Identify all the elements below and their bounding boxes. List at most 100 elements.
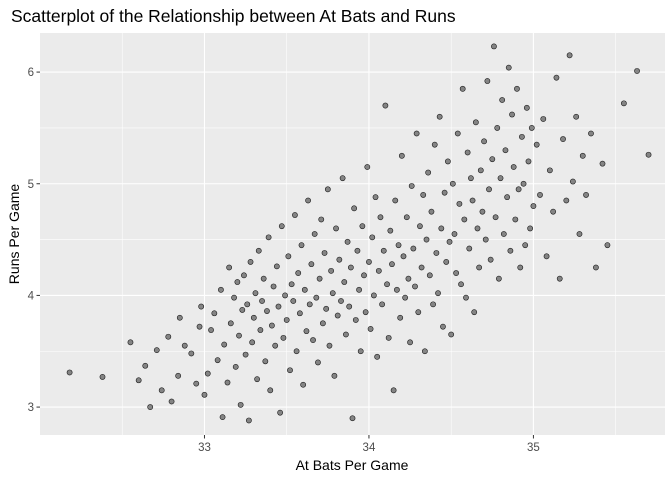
data-point — [278, 223, 285, 230]
data-point — [343, 331, 349, 338]
data-point — [349, 415, 356, 422]
data-point — [252, 290, 259, 297]
data-point — [198, 303, 205, 310]
data-point — [454, 130, 461, 137]
data-point — [282, 292, 288, 299]
data-point — [245, 417, 252, 424]
data-point — [468, 175, 474, 182]
data-point — [280, 334, 287, 341]
data-point — [499, 97, 506, 103]
data-point — [494, 125, 501, 131]
data-point — [543, 253, 550, 260]
data-point — [420, 192, 427, 198]
data-point — [259, 298, 265, 304]
x-axis-ticks: 33 34 35 — [198, 435, 540, 454]
data-point — [357, 348, 364, 355]
data-point — [265, 234, 272, 241]
data-point — [492, 214, 499, 221]
data-point — [303, 328, 310, 335]
data-point — [444, 158, 451, 165]
data-point — [318, 216, 325, 223]
data-point — [645, 151, 652, 158]
data-point — [500, 231, 507, 237]
data-point — [311, 231, 318, 237]
data-point — [218, 286, 224, 293]
data-point — [441, 189, 448, 196]
data-point — [522, 242, 529, 249]
data-point — [579, 152, 586, 159]
data-point — [530, 203, 537, 209]
data-point — [395, 242, 402, 249]
x-tick-label: 33 — [198, 442, 211, 454]
data-point — [459, 85, 466, 92]
data-point — [99, 374, 106, 380]
data-point — [504, 194, 511, 201]
data-point — [407, 339, 413, 346]
data-point — [227, 320, 234, 327]
data-point — [147, 404, 154, 410]
data-point — [231, 294, 237, 301]
data-point — [255, 247, 262, 254]
data-point — [517, 264, 524, 271]
data-point — [290, 298, 297, 304]
major-gridlines — [40, 33, 665, 435]
data-point — [505, 64, 512, 71]
data-point — [546, 167, 553, 174]
data-point — [241, 272, 247, 279]
data-point — [267, 387, 274, 394]
data-point — [285, 253, 292, 260]
data-point — [347, 264, 354, 271]
data-point — [477, 167, 484, 174]
y-tick-label: 4 — [28, 290, 35, 302]
data-point — [165, 333, 172, 340]
x-axis-title: At Bats Per Game — [296, 457, 409, 473]
data-point — [421, 348, 428, 355]
data-point — [512, 216, 519, 223]
x-tick-label: 35 — [527, 442, 540, 454]
data-point — [566, 52, 573, 59]
data-point — [364, 164, 371, 170]
data-point — [269, 322, 275, 329]
data-point — [436, 113, 443, 120]
data-point — [270, 283, 277, 290]
data-point — [196, 323, 203, 330]
data-point — [448, 331, 455, 338]
data-point — [319, 320, 326, 327]
data-point — [634, 68, 640, 74]
data-points — [66, 43, 652, 424]
data-point — [193, 380, 200, 387]
data-point — [310, 337, 316, 343]
data-point — [390, 387, 397, 394]
data-point — [321, 250, 328, 256]
data-point — [385, 334, 392, 341]
data-point — [423, 236, 430, 243]
data-point — [250, 314, 257, 321]
data-point — [334, 312, 341, 319]
data-point — [507, 247, 514, 254]
data-point — [533, 141, 540, 148]
data-point — [211, 310, 218, 317]
data-point — [326, 342, 333, 349]
data-point — [254, 376, 261, 383]
data-point — [369, 234, 376, 241]
data-point — [181, 342, 188, 349]
data-point — [402, 294, 409, 301]
data-point — [489, 156, 496, 163]
data-point — [515, 186, 522, 193]
plot-panel — [40, 33, 665, 435]
data-point — [339, 175, 346, 182]
data-point — [377, 214, 384, 221]
data-point — [583, 192, 589, 198]
data-point — [620, 100, 627, 107]
data-point — [443, 259, 450, 265]
data-point — [315, 359, 321, 366]
data-point — [201, 391, 208, 398]
data-point — [418, 264, 425, 271]
data-point — [219, 414, 226, 421]
data-point — [188, 350, 195, 357]
data-point — [301, 286, 308, 293]
data-point — [431, 141, 438, 148]
data-point — [359, 223, 366, 230]
data-point — [415, 309, 422, 316]
